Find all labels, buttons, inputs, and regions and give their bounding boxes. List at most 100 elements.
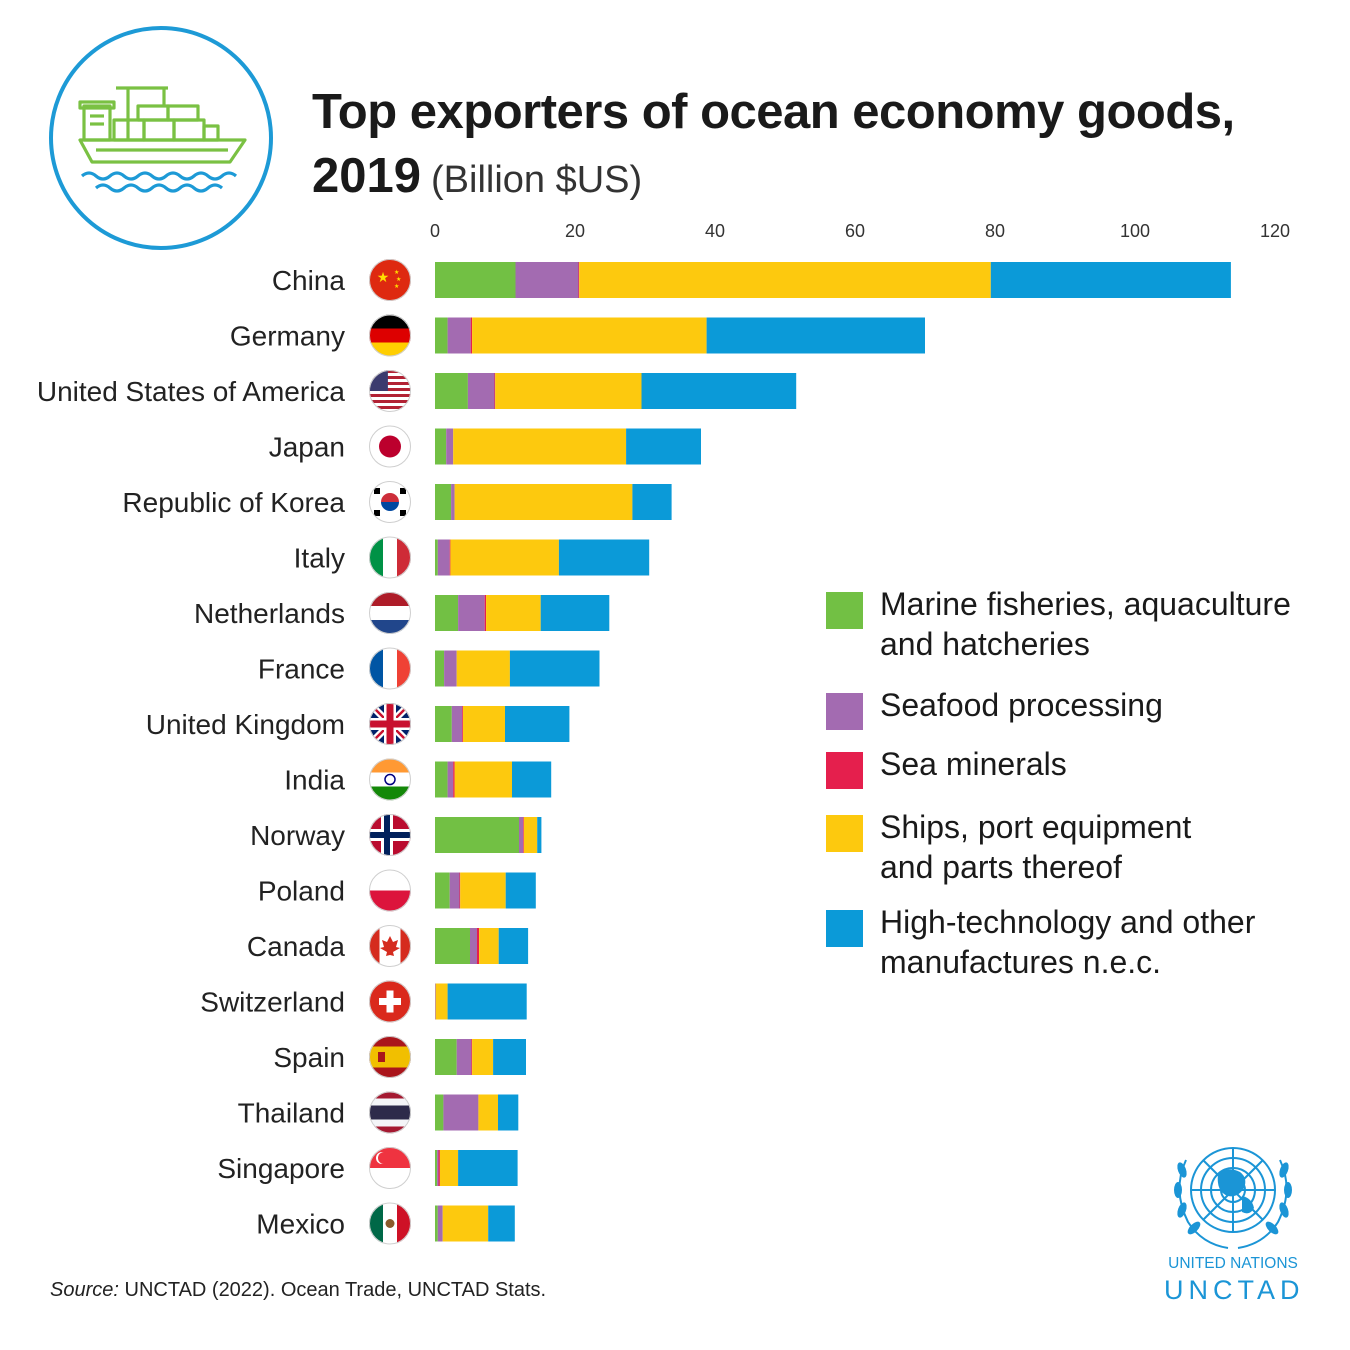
country-label: Norway <box>250 820 345 851</box>
bar-thailand-ships <box>478 1094 498 1131</box>
legend-label-seafood: Seafood processing <box>880 687 1163 723</box>
bar-spain-ships <box>472 1039 494 1075</box>
country-label: Japan <box>269 432 345 463</box>
bar-china-fisheries <box>435 262 516 298</box>
bar-canada-fisheries <box>435 928 470 964</box>
svg-text:★: ★ <box>394 269 399 276</box>
bar-thailand-fisheries <box>435 1094 444 1131</box>
bar-united-kingdom-seafood <box>451 706 463 742</box>
bar-singapore-minerals <box>438 1150 440 1186</box>
flag-outline <box>369 647 411 690</box>
bar-singapore-fisheries <box>435 1150 438 1186</box>
country-label: China <box>272 265 346 296</box>
flag-outline <box>369 536 411 579</box>
bar-netherlands-ships <box>486 595 541 631</box>
poland-flag-icon <box>369 869 411 912</box>
switzerland-flag-icon <box>369 980 411 1023</box>
bar-poland-seafood <box>449 872 460 909</box>
bar-united-kingdom-minerals <box>462 706 463 742</box>
bar-mexico-hitech <box>488 1205 515 1242</box>
bar-singapore-hitech <box>458 1150 518 1186</box>
bar-republic-of-korea-hitech <box>632 484 672 520</box>
korea-flag-icon <box>369 481 411 523</box>
bar-singapore-ships <box>439 1150 459 1186</box>
country-label: India <box>284 765 345 796</box>
x-tick-label: 120 <box>1260 221 1290 241</box>
flag-outline <box>369 370 411 412</box>
x-tick-label: 0 <box>430 221 440 241</box>
flag-outline <box>369 425 411 468</box>
chart-title-year: 2019 <box>312 149 422 203</box>
bar-norway-fisheries <box>435 817 519 853</box>
flag-outline <box>369 1202 411 1245</box>
bar-singapore-seafood <box>437 1150 439 1186</box>
bar-netherlands-hitech <box>540 595 610 631</box>
legend-label-hitech: High-technology and other manufactures n… <box>880 904 1256 980</box>
bar-germany-hitech <box>706 317 925 354</box>
country-label: France <box>258 654 345 685</box>
canada-flag-icon <box>369 925 411 967</box>
legend-label-ships: Ships, port equipment and parts thereof <box>880 809 1192 885</box>
country-label: Spain <box>273 1042 345 1073</box>
bar-japan-ships <box>453 428 627 465</box>
bar-canada-hitech <box>498 928 529 964</box>
country-label: United States of America <box>37 376 346 407</box>
legend-swatch-ships <box>826 815 863 852</box>
legend-swatch-seafood <box>826 693 863 730</box>
bar-switzerland-ships <box>435 983 448 1020</box>
china-flag-icon: ★ ★★★ <box>369 259 411 301</box>
bar-india-hitech <box>512 761 552 798</box>
flag-outline <box>369 1091 411 1134</box>
bar-united-states-of-america-minerals <box>494 373 496 409</box>
usa-flag-icon <box>369 370 411 412</box>
thailand-flag-icon <box>369 1091 411 1134</box>
bar-poland-fisheries <box>435 872 450 909</box>
bar-mexico-fisheries <box>435 1205 438 1242</box>
bar-switzerland-seafood <box>435 983 436 1020</box>
bar-india-minerals <box>453 761 455 798</box>
flag-outline <box>369 592 411 634</box>
bar-thailand-hitech <box>498 1094 519 1131</box>
bar-mexico-ships <box>442 1205 489 1242</box>
flag-outline <box>369 1036 411 1078</box>
japan-flag-icon <box>369 425 411 468</box>
bar-united-states-of-america-hitech <box>641 373 797 409</box>
bar-germany-ships <box>472 317 707 354</box>
bar-spain-seafood <box>456 1039 472 1075</box>
bar-india-ships <box>454 761 512 798</box>
bar-italy-hitech <box>558 539 650 576</box>
flag-outline <box>369 703 411 745</box>
flag-outline <box>369 980 411 1023</box>
chart-title: Top exporters of ocean economy goods, <box>312 85 1235 139</box>
bar-india-fisheries <box>435 761 448 798</box>
country-label: Poland <box>258 876 345 907</box>
bar-japan-hitech <box>626 428 701 465</box>
flag-outline <box>369 814 411 856</box>
flag-outline <box>369 869 411 912</box>
bar-italy-minerals <box>449 539 451 576</box>
bar-italy-seafood <box>437 539 450 576</box>
bar-india-seafood <box>447 761 454 798</box>
bar-netherlands-fisheries <box>435 595 459 631</box>
bar-united-states-of-america-seafood <box>467 373 495 409</box>
bars <box>435 262 1231 1242</box>
bar-united-states-of-america-fisheries <box>435 373 468 409</box>
bar-united-kingdom-fisheries <box>435 706 452 742</box>
svg-text:★: ★ <box>396 276 401 283</box>
bar-norway-seafood <box>519 817 524 853</box>
bar-france-seafood <box>444 650 457 687</box>
country-label: Republic of Korea <box>122 487 345 518</box>
bar-spain-minerals <box>471 1039 473 1075</box>
bar-norway-ships <box>523 817 538 853</box>
spain-flag-icon <box>369 1036 411 1078</box>
bar-italy-fisheries <box>435 539 438 576</box>
bar-canada-minerals <box>477 928 480 964</box>
un-name: UNITED NATIONS <box>1168 1255 1298 1272</box>
chart-title-year-line: 2019 (Billion $US) <box>312 148 642 204</box>
bar-united-kingdom-hitech <box>505 706 570 742</box>
flag-outline <box>369 1147 411 1189</box>
country-label: Canada <box>247 931 346 962</box>
country-label: Thailand <box>238 1098 345 1129</box>
bar-france-ships <box>456 650 510 687</box>
